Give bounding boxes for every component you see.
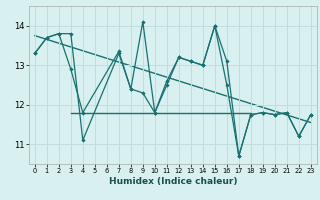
- X-axis label: Humidex (Indice chaleur): Humidex (Indice chaleur): [108, 177, 237, 186]
